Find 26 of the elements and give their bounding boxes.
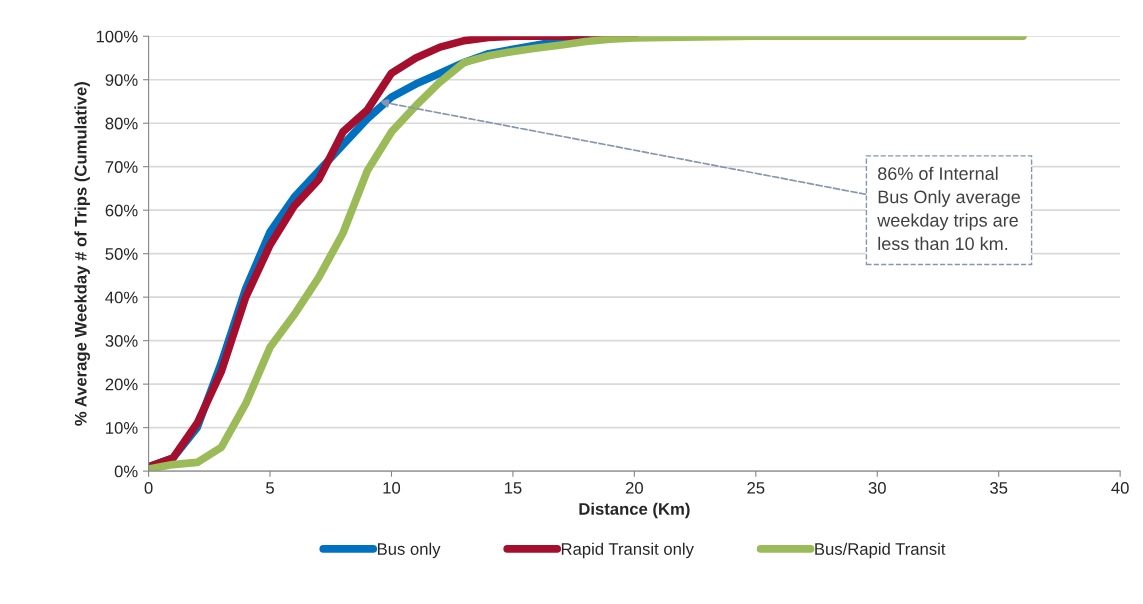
x-tick-label: 15: [504, 482, 522, 494]
legend-label: Rapid Transit only: [561, 542, 694, 559]
x-tick-label: 20: [625, 481, 643, 494]
legend-label: Bus only: [377, 542, 441, 559]
y-tick-label: 40%: [105, 291, 138, 304]
y-tick-label: 70%: [105, 161, 138, 173]
y-tick-label: 80%: [105, 117, 138, 130]
x-axis-title: Distance (Km): [579, 502, 690, 519]
x-tick-label: 30: [868, 481, 886, 494]
annotation: 86% of Internal Bus Only average weekday trips are less than 10 km.: [877, 166, 1020, 251]
y-tick-label: 30%: [105, 335, 138, 347]
x-tick-label: 0: [144, 481, 153, 494]
y-tick-label: 0%: [114, 465, 138, 478]
y-axis-title: % Average Weekday # of Trips (Cumulative): [74, 82, 90, 426]
x-tick-label: 25: [747, 481, 765, 494]
x-tick-label: 35: [990, 481, 1008, 494]
x-tick-label: 5: [266, 482, 274, 494]
y-tick-label: 20%: [105, 378, 138, 391]
y-tick-label: 100%: [96, 30, 138, 43]
x-tick-label: 10: [383, 481, 401, 494]
y-tick-label: 90%: [105, 74, 138, 86]
y-tick-label: 10%: [106, 422, 138, 434]
x-tick-label: 40: [1111, 481, 1129, 494]
legend-label: Bus/Rapid Transit: [815, 542, 946, 559]
y-tick-label: 50%: [105, 248, 138, 260]
y-tick-label: 60%: [105, 204, 138, 217]
